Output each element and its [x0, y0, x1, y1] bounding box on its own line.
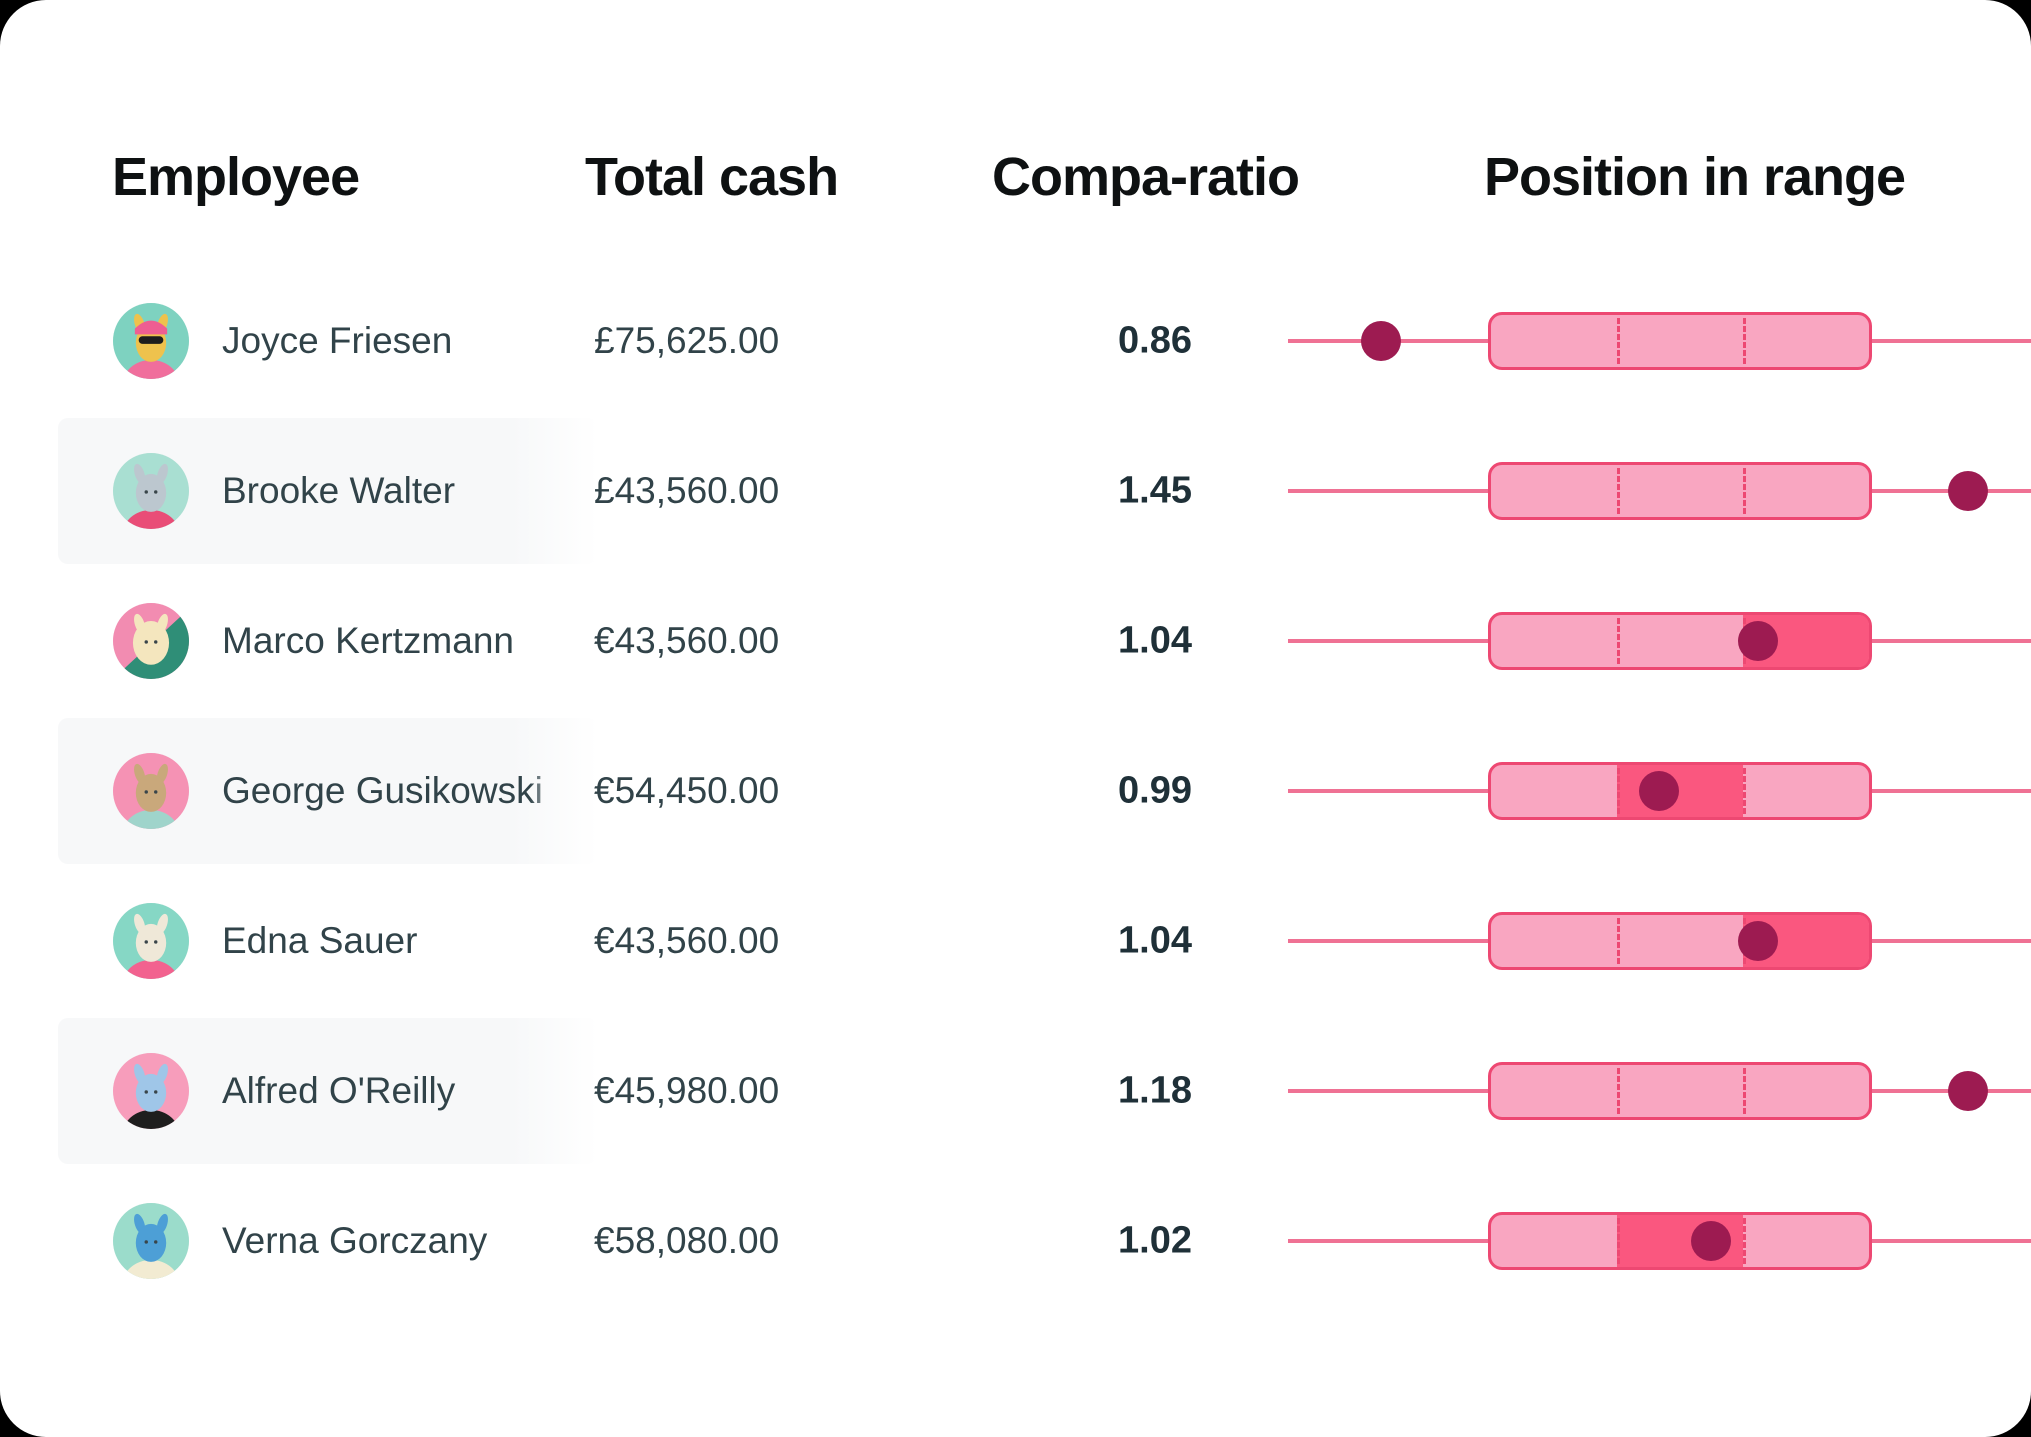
avatar [113, 753, 189, 829]
range-divider [1742, 318, 1746, 364]
range-divider [1742, 468, 1746, 514]
compa-ratio-value: 1.04 [1118, 619, 1192, 662]
range-divider [1742, 1218, 1746, 1264]
position-dot [1738, 921, 1779, 961]
range-divider [1616, 768, 1620, 814]
column-header-employee: Employee [112, 147, 360, 207]
table-row[interactable]: George Gusikowski €54,450.00 0.99 [0, 716, 2031, 866]
compa-ratio-value: 1.18 [1118, 1069, 1192, 1112]
column-header-compa-ratio: Compa-ratio [992, 147, 1300, 207]
position-dot [1690, 1221, 1731, 1261]
position-dot [1360, 321, 1401, 361]
total-cash-value: €54,450.00 [594, 770, 780, 811]
total-cash-value: £75,625.00 [594, 320, 780, 361]
position-range-track [1288, 1016, 2031, 1166]
table-row[interactable]: Edna Sauer €43,560.00 1.04 [0, 866, 2031, 1016]
table-row[interactable]: Marco Kertzmann €43,560.00 1.04 [0, 566, 2031, 716]
compa-ratio-value: 1.04 [1118, 919, 1192, 962]
employee-name[interactable]: Brooke Walter [222, 470, 456, 511]
column-header-total-cash: Total cash [585, 147, 839, 207]
avatar [113, 1203, 189, 1279]
range-divider [1742, 768, 1746, 814]
range-divider [1616, 318, 1620, 364]
position-dot [1947, 471, 1988, 511]
total-cash-value: €58,080.00 [594, 1220, 780, 1261]
employee-name[interactable]: Alfred O'Reilly [222, 1070, 456, 1111]
range-box [1487, 1062, 1872, 1120]
avatar [113, 453, 189, 529]
range-box [1487, 462, 1872, 520]
position-dot [1947, 1071, 1988, 1111]
range-divider [1616, 1218, 1620, 1264]
range-divider [1616, 618, 1620, 664]
table-row[interactable]: Verna Gorczany €58,080.00 1.02 [0, 1166, 2031, 1316]
employee-name[interactable]: Verna Gorczany [222, 1220, 488, 1261]
range-divider [1616, 468, 1620, 514]
avatar [113, 603, 189, 679]
position-dot [1738, 621, 1779, 661]
employee-name[interactable]: Marco Kertzmann [222, 620, 514, 661]
range-divider [1616, 1068, 1620, 1114]
compa-ratio-value: 0.86 [1118, 319, 1192, 362]
total-cash-value: €43,560.00 [594, 620, 780, 661]
range-box [1487, 312, 1872, 370]
employee-name[interactable]: George Gusikowski [222, 770, 543, 811]
position-dot [1638, 771, 1679, 811]
total-cash-value: €43,560.00 [594, 920, 780, 961]
employee-name[interactable]: Edna Sauer [222, 920, 418, 961]
range-box [1487, 912, 1872, 970]
position-range-track [1288, 416, 2031, 566]
highlighted-range-segment [1616, 765, 1743, 817]
position-range-track [1288, 566, 2031, 716]
total-cash-value: £43,560.00 [594, 470, 780, 511]
table-body: Joyce Friesen £75,625.00 0.86 Brooke Wal… [0, 266, 2031, 1316]
range-divider [1742, 1068, 1746, 1114]
range-box [1487, 1212, 1872, 1270]
compa-ratio-value: 1.02 [1118, 1219, 1192, 1262]
table-row[interactable]: Joyce Friesen £75,625.00 0.86 [0, 266, 2031, 416]
range-box [1487, 612, 1872, 670]
table-row[interactable]: Alfred O'Reilly €45,980.00 1.18 [0, 1016, 2031, 1166]
table-row[interactable]: Brooke Walter £43,560.00 1.45 [0, 416, 2031, 566]
range-divider [1616, 918, 1620, 964]
range-box [1487, 762, 1872, 820]
total-cash-value: €45,980.00 [594, 1070, 780, 1111]
avatar [113, 303, 189, 379]
position-range-track [1288, 1166, 2031, 1316]
position-range-track [1288, 866, 2031, 1016]
avatar [113, 903, 189, 979]
employee-name[interactable]: Joyce Friesen [222, 320, 453, 361]
position-range-track [1288, 266, 2031, 416]
column-header-position-in-range: Position in range [1484, 147, 1906, 207]
compa-ratio-value: 0.99 [1118, 769, 1192, 812]
position-range-track [1288, 716, 2031, 866]
compa-ratio-value: 1.45 [1118, 469, 1192, 512]
avatar [113, 1053, 189, 1129]
